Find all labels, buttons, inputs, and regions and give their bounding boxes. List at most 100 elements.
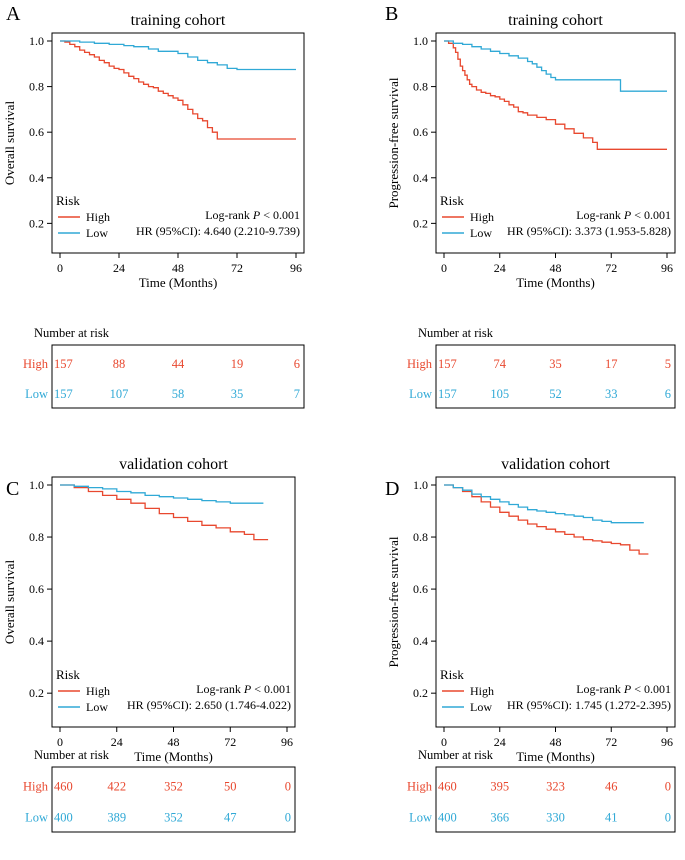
panel-c-ytick-label-2: 0.6 bbox=[29, 582, 44, 596]
panel-d-ytick-label-2: 0.6 bbox=[413, 582, 428, 596]
panel-d-xtick-label-1: 24 bbox=[494, 735, 506, 749]
panel-c-ylabel: Overall survival bbox=[2, 560, 17, 645]
panel-b-curve-low bbox=[444, 40, 667, 92]
panel-d-ylabel: Progression-free survival bbox=[386, 536, 401, 667]
panel-b-xtick-label-1: 24 bbox=[494, 261, 506, 275]
panel-b-ytick-label-1: 0.4 bbox=[413, 171, 428, 185]
panel-b-risk-low-1: 105 bbox=[490, 387, 509, 401]
panel-d-curve-high bbox=[444, 484, 649, 555]
panel-d-curve-low bbox=[444, 484, 644, 524]
panel-b-ytick-label-0: 0.2 bbox=[413, 216, 428, 230]
panel-b-xtick-label-0: 0 bbox=[441, 261, 447, 275]
panel-b-xtick-label-4: 96 bbox=[661, 261, 673, 275]
panel-a-xtick-label-4: 96 bbox=[290, 261, 302, 275]
panel-b-title: training cohort bbox=[508, 12, 603, 29]
panel-b-xlabel: Time (Months) bbox=[516, 275, 595, 290]
panel-a-risk-low-0: 157 bbox=[54, 387, 73, 401]
panel-c-logrank-text: Log-rank P < 0.001 bbox=[196, 682, 291, 696]
panel-d-xtick-label-0: 0 bbox=[441, 735, 447, 749]
panel-b-hr-text: HR (95%CI): 3.373 (1.953-5.828) bbox=[507, 224, 671, 238]
panel-b-xtick-label-2: 48 bbox=[550, 261, 562, 275]
panel-a-legend-title: Risk bbox=[56, 193, 80, 208]
panel-b-risk-row-label-high: High bbox=[407, 357, 433, 371]
panel-c-risk-low-2: 352 bbox=[164, 811, 183, 825]
panel-d-letter: D bbox=[385, 478, 399, 500]
panel-a-ytick-label-1: 0.4 bbox=[29, 171, 44, 185]
panel-c-xtick-label-1: 24 bbox=[111, 735, 123, 749]
panel-d-ytick-label-1: 0.4 bbox=[413, 634, 428, 648]
panel-c-risk-high-0: 460 bbox=[54, 780, 73, 794]
panel-d-risk-low-3: 41 bbox=[605, 811, 618, 825]
panel-d-xtick-label-4: 96 bbox=[661, 735, 673, 749]
panel-b-risk-low-4: 6 bbox=[665, 387, 671, 401]
panel-a-risk-high-1: 88 bbox=[113, 357, 126, 371]
panel-c-xtick-label-2: 48 bbox=[168, 735, 180, 749]
panel-a-ylabel: Overall survival bbox=[2, 101, 17, 186]
panel-c-risk-low-0: 400 bbox=[54, 811, 73, 825]
panel-b-xtick-label-3: 72 bbox=[605, 261, 617, 275]
panel-b-ytick-label-3: 0.8 bbox=[413, 80, 428, 94]
panel-a-title: training cohort bbox=[131, 12, 226, 29]
panel-c-risk-table-title: Number at risk bbox=[34, 748, 110, 762]
panel-c-risk-high-2: 352 bbox=[164, 780, 183, 794]
panel-d-logrank-text: Log-rank P < 0.001 bbox=[576, 682, 671, 696]
panel-d-legend-title: Risk bbox=[440, 667, 464, 682]
panel-b-risk-high-3: 17 bbox=[605, 357, 618, 371]
panel-b-risk-low-2: 52 bbox=[549, 387, 562, 401]
panel-d-risk-low-4: 0 bbox=[665, 811, 671, 825]
panel-a-risk-table-title: Number at risk bbox=[34, 326, 110, 340]
panel-c-curve-low bbox=[60, 484, 264, 504]
panel-b-logrank-text: Log-rank P < 0.001 bbox=[576, 208, 671, 222]
panel-d-hr-text: HR (95%CI): 1.745 (1.272-2.395) bbox=[507, 698, 671, 712]
panel-d-risk-row-label-low: Low bbox=[409, 811, 432, 825]
panel-d-risk-high-3: 46 bbox=[605, 780, 618, 794]
panel-a-legend-label-high: High bbox=[86, 210, 110, 224]
panel-d-title: validation cohort bbox=[501, 456, 610, 473]
panel-c-legend-title: Risk bbox=[56, 667, 80, 682]
panel-a-ytick-label-4: 1.0 bbox=[29, 34, 44, 48]
panel-a-curve-low bbox=[60, 40, 296, 71]
panel-a-letter: A bbox=[6, 3, 21, 25]
panel-b-ylabel: Progression-free survival bbox=[386, 77, 401, 208]
panel-c-ytick-label-4: 1.0 bbox=[29, 478, 44, 492]
panel-a-risk-low-2: 58 bbox=[172, 387, 185, 401]
panel-c-risk-high-4: 0 bbox=[285, 780, 291, 794]
panel-a-risk-low-1: 107 bbox=[110, 387, 129, 401]
panel-c-xlabel: Time (Months) bbox=[134, 749, 213, 764]
panel-d-risk-row-label-high: High bbox=[407, 780, 433, 794]
panel-d-risk-low-2: 330 bbox=[546, 811, 565, 825]
panel-b-letter: B bbox=[385, 3, 398, 25]
panel-b-ytick-label-2: 0.6 bbox=[413, 125, 428, 139]
panel-c-risk-high-3: 50 bbox=[224, 780, 237, 794]
panel-b-risk-high-4: 5 bbox=[665, 357, 671, 371]
panel-d-risk-high-1: 395 bbox=[490, 780, 509, 794]
panel-d-risk-high-4: 0 bbox=[665, 780, 671, 794]
panel-a-risk-table-frame bbox=[51, 344, 305, 409]
panel-c-legend-label-low: Low bbox=[86, 700, 108, 714]
panel-d-legend-label-low: Low bbox=[470, 700, 492, 714]
panel-d-xtick-label-2: 48 bbox=[550, 735, 562, 749]
panel-c-risk-row-label-high: High bbox=[23, 780, 49, 794]
panel-c-xtick-label-4: 96 bbox=[281, 735, 293, 749]
panel-c-risk-low-3: 47 bbox=[224, 811, 237, 825]
panel-d-xtick-label-3: 72 bbox=[605, 735, 617, 749]
panel-d-risk-low-0: 400 bbox=[438, 811, 457, 825]
panel-d-legend-label-high: High bbox=[470, 684, 494, 698]
panel-d-risk-table-frame bbox=[435, 766, 676, 833]
panel-b-risk-high-1: 74 bbox=[494, 357, 507, 371]
panel-d-risk-low-1: 366 bbox=[490, 811, 509, 825]
panel-d-ytick-label-0: 0.2 bbox=[413, 686, 428, 700]
panel-b-curve-high bbox=[444, 40, 667, 150]
panel-d-risk-table-title: Number at risk bbox=[418, 748, 494, 762]
panel-c-xtick-label-3: 72 bbox=[224, 735, 236, 749]
panel-d-risk-high-0: 460 bbox=[438, 780, 457, 794]
panel-d-risk-high-2: 323 bbox=[546, 780, 565, 794]
panel-c-letter: C bbox=[6, 478, 19, 500]
panel-a-risk-low-4: 7 bbox=[294, 387, 300, 401]
panel-a-ytick-label-2: 0.6 bbox=[29, 125, 44, 139]
panel-a-xtick-label-1: 24 bbox=[113, 261, 125, 275]
panel-b-risk-low-3: 33 bbox=[605, 387, 618, 401]
